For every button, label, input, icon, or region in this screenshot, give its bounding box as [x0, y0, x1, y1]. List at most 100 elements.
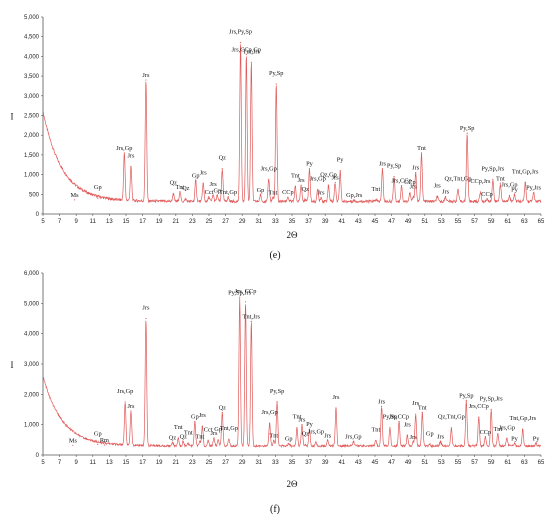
peak-marker [177, 437, 179, 439]
peak-marker [130, 410, 132, 412]
x-tick-label: 47 [388, 460, 395, 466]
peak-label: CCp [481, 191, 493, 198]
x-tick-label: 21 [172, 219, 179, 225]
y-axis-label: I [11, 112, 14, 122]
x-tick-label: 47 [388, 219, 395, 225]
peak-marker [300, 184, 302, 186]
peak-marker [535, 442, 537, 445]
peak-label: Py,Sp,Jrs [480, 396, 504, 403]
peak-marker [273, 439, 275, 442]
peak-label: Tnt [184, 429, 193, 436]
peak-marker [288, 442, 290, 445]
y-tick-label: 1,500 [24, 153, 40, 159]
x-tick-label: 5 [41, 460, 45, 466]
peak-label: Jrs,CCp [389, 414, 409, 421]
peak-marker [227, 196, 229, 198]
peak-marker [221, 411, 223, 414]
peak-label: Gp [214, 426, 222, 433]
x-tick-label: 15 [123, 219, 130, 225]
peak-marker [421, 411, 423, 414]
peak-marker [444, 196, 447, 198]
peak-marker [375, 199, 377, 201]
peak-label: Tnt [269, 432, 278, 439]
peak-marker [381, 168, 384, 170]
peak-marker [327, 185, 330, 187]
peak-marker [171, 441, 174, 443]
x-tick-label: 65 [538, 219, 545, 225]
y-tick-label: 0 [36, 453, 40, 459]
peak-label: Rm [100, 437, 109, 444]
peak-marker [245, 53, 247, 56]
peak-marker [145, 317, 147, 320]
peak-marker [217, 439, 219, 441]
peak-marker [412, 441, 414, 443]
x-tick-label: 11 [90, 460, 97, 466]
peak-label: Gp,Jrs [346, 192, 363, 199]
peak-marker [499, 182, 501, 184]
peak-label: Qz [302, 430, 310, 437]
diffraction-line [42, 298, 542, 449]
peak-label: Tnt,Jrs [243, 48, 261, 55]
peak-label: Tnt,Gp [220, 425, 238, 432]
peak-label: Jrs [410, 183, 418, 190]
peak-marker [308, 428, 311, 430]
peak-marker [272, 196, 274, 199]
peak-marker [268, 422, 271, 424]
x-tick-label: 61 [504, 219, 511, 225]
peak-marker [250, 61, 252, 63]
peak-marker [123, 152, 125, 154]
peak-marker [97, 197, 99, 199]
peak-label: Jrs [404, 421, 412, 428]
x-tick-label: 55 [455, 219, 462, 225]
y-tick-label: 0 [36, 212, 40, 218]
x-tick-label: 65 [538, 460, 545, 466]
peak-label: Tnt [418, 405, 427, 412]
peak-label: Tnt [176, 184, 185, 191]
peak-label: Tnt,Jrs [243, 314, 261, 321]
x-tick-label: 29 [239, 460, 246, 466]
peak-marker [389, 427, 391, 429]
peak-label: Qz,Tnt,Gp [438, 414, 465, 421]
x-tick-label: 7 [58, 219, 62, 225]
peak-marker [486, 198, 488, 200]
x-tick-label: 31 [255, 460, 262, 466]
x-tick-label: 19 [156, 219, 163, 225]
peak-label: Py [511, 186, 519, 193]
peak-label: Py [337, 157, 345, 164]
y-tick-label: 2,000 [24, 392, 40, 398]
peak-marker [239, 42, 242, 44]
peak-label: Py,Sp [387, 163, 401, 170]
peak-marker [287, 196, 289, 198]
x-tick-label: 55 [455, 460, 462, 466]
peak-label: Py [511, 435, 519, 442]
peak-label: Tnt,Gp,Jrs [509, 415, 536, 422]
peak-marker [352, 440, 355, 442]
peak-marker [308, 168, 311, 170]
x-tick-label: 63 [521, 460, 528, 466]
peak-label: Jrs [127, 153, 135, 160]
peak-label: CCp,Jrs [470, 178, 491, 185]
peak-marker [301, 424, 303, 426]
peak-label: Tnt,Gp,Jrs [512, 168, 539, 175]
peak-marker [406, 434, 408, 436]
x-tick-label: 59 [488, 219, 495, 225]
x-tick-label: 35 [289, 460, 296, 466]
peak-label: Ms [71, 192, 80, 199]
peak-marker [212, 194, 214, 196]
peak-label: Py [306, 421, 314, 428]
x-tick-label: 35 [289, 219, 296, 225]
peak-label: Jrs [410, 434, 418, 441]
x-tick-label: 29 [239, 219, 246, 225]
x-tick-label: 53 [438, 460, 445, 466]
peak-marker [194, 421, 196, 423]
peak-label: Py,Sp,Jrs [228, 289, 252, 296]
peak-label: Jrs [298, 177, 306, 184]
peak-marker [199, 440, 201, 442]
x-tick-label: 63 [521, 219, 528, 225]
x-tick-label: 7 [58, 460, 62, 466]
x-tick-label: 11 [90, 219, 97, 225]
peak-label: Qz [219, 155, 227, 162]
peak-marker [195, 179, 197, 182]
peak-label: Jrs,Gp [501, 181, 517, 188]
y-tick-label: 4,000 [24, 332, 40, 338]
